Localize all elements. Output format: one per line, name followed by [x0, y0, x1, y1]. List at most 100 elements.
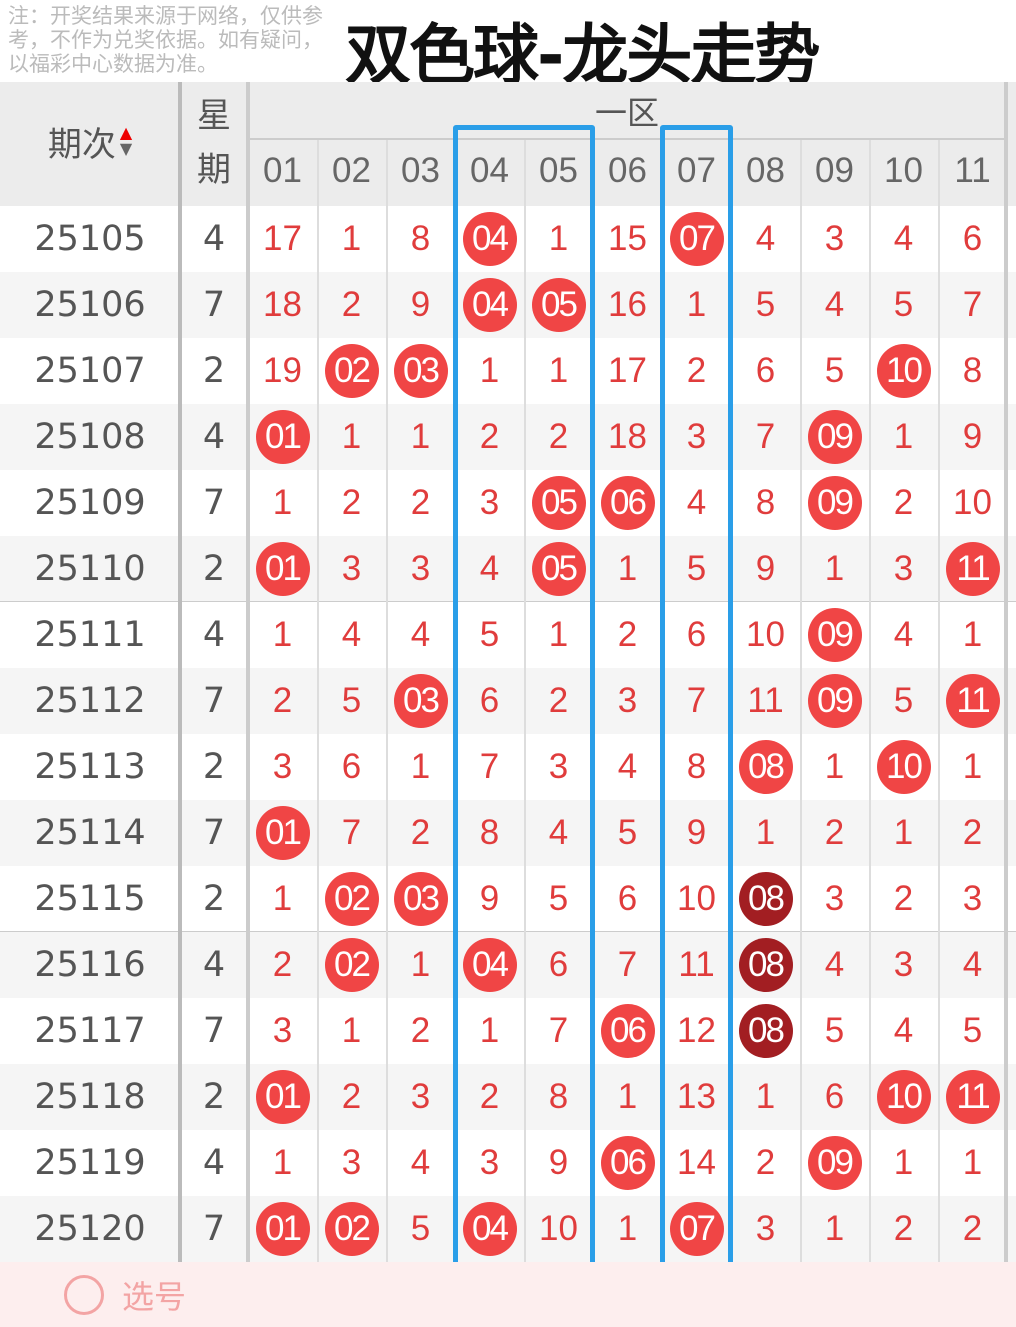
drawn-ball: 03 [393, 344, 448, 398]
number-cell: 10 [677, 879, 716, 918]
drawn-ball: 02 [324, 344, 379, 398]
number-cell: 10 [869, 1064, 938, 1130]
disclaimer-note: 注：开奖结果来源于网络，仅供参考，不作为兑奖依据。如有疑问，以福彩中心数据为准。 [8, 4, 323, 76]
header-number: 11 [954, 151, 991, 190]
drawn-ball: 04 [462, 938, 517, 992]
drawn-ball: 09 [807, 410, 862, 464]
number-cell: 05 [524, 272, 593, 338]
header-number: 03 [401, 151, 440, 190]
page-title: 双色球-龙头走势 [345, 17, 820, 94]
number-cell: 1 [410, 945, 431, 984]
number-cell: 3 [824, 879, 845, 918]
table-row [0, 734, 1016, 800]
table-row [0, 1064, 1016, 1130]
number-cell: 11 [938, 536, 1007, 602]
number-cell: 2 [341, 483, 362, 522]
header-period[interactable]: 期次 ▲ ▼ [47, 123, 133, 165]
column-divider [1004, 82, 1008, 1327]
number-cell: 3 [479, 1143, 500, 1182]
number-cell: 5 [755, 285, 776, 324]
number-cell: 1 [824, 1209, 845, 1248]
period-cell: 25108 [34, 417, 146, 457]
drawn-ball: 05 [531, 476, 586, 530]
drawn-ball: 02 [324, 938, 379, 992]
number-cell: 3 [341, 1143, 362, 1182]
week-cell: 4 [202, 417, 226, 457]
number-cell: 3 [962, 879, 983, 918]
number-cell: 8 [755, 483, 776, 522]
number-cell: 02 [317, 932, 386, 998]
number-cell: 18 [263, 285, 302, 324]
number-cell: 07 [662, 206, 731, 272]
number-cell: 4 [410, 615, 431, 654]
number-cell: 3 [272, 1011, 293, 1050]
drawn-ball: 11 [945, 542, 1000, 596]
number-cell: 09 [800, 1130, 869, 1196]
number-cell: 02 [317, 338, 386, 404]
drawn-ball: 02 [324, 1202, 379, 1256]
week-cell: 4 [202, 945, 226, 985]
number-cell: 3 [410, 549, 431, 588]
week-cell: 2 [202, 747, 226, 787]
drawn-ball: 06 [600, 1004, 655, 1058]
number-cell: 09 [800, 602, 869, 668]
number-cell: 1 [410, 747, 431, 786]
number-cell: 12 [677, 1011, 716, 1050]
number-cell: 7 [341, 813, 362, 852]
number-cell: 1 [962, 615, 983, 654]
number-cell: 06 [593, 1130, 662, 1196]
sort-icon[interactable]: ▲ ▼ [119, 123, 133, 158]
highlight-box [660, 125, 733, 1327]
drawn-ball: 09 [807, 674, 862, 728]
number-cell: 5 [893, 285, 914, 324]
number-cell: 09 [800, 470, 869, 536]
table-row [0, 800, 1016, 866]
drawn-ball: 01 [255, 1202, 310, 1256]
number-cell: 8 [686, 747, 707, 786]
number-cell: 1 [272, 879, 293, 918]
number-cell: 10 [953, 483, 992, 522]
select-toggle[interactable]: 选号 [55, 1262, 195, 1327]
header-number: 09 [815, 151, 854, 190]
number-cell: 1 [548, 219, 569, 258]
drawn-ball: 01 [255, 410, 310, 464]
number-cell: 5 [824, 351, 845, 390]
number-cell: 17 [263, 219, 302, 258]
drawn-ball: 07 [669, 1202, 724, 1256]
number-cell: 6 [617, 879, 638, 918]
column-divider [317, 140, 319, 1327]
number-cell: 1 [410, 417, 431, 456]
number-cell: 1 [341, 219, 362, 258]
number-cell: 08 [731, 932, 800, 998]
drawn-ball: 11 [945, 1070, 1000, 1124]
drawn-ball: 08 [738, 872, 793, 926]
number-cell: 2 [893, 1209, 914, 1248]
number-cell: 2 [893, 879, 914, 918]
drawn-ball: 03 [393, 872, 448, 926]
number-cell: 5 [410, 1209, 431, 1248]
number-cell: 4 [824, 285, 845, 324]
number-cell: 11 [747, 681, 784, 720]
number-cell: 2 [824, 813, 845, 852]
number-cell: 3 [893, 945, 914, 984]
number-cell: 5 [479, 615, 500, 654]
number-cell: 1 [824, 549, 845, 588]
number-cell: 2 [410, 1011, 431, 1050]
number-cell: 01 [248, 1064, 317, 1130]
number-cell: 1 [617, 1209, 638, 1248]
number-cell: 01 [248, 1196, 317, 1262]
number-cell: 1 [272, 483, 293, 522]
number-cell: 5 [341, 681, 362, 720]
number-cell: 1 [755, 813, 776, 852]
drawn-ball: 06 [600, 476, 655, 530]
number-cell: 2 [479, 417, 500, 456]
number-cell: 3 [341, 549, 362, 588]
number-cell: 11 [938, 668, 1007, 734]
number-cell: 07 [662, 1196, 731, 1262]
number-cell: 03 [386, 338, 455, 404]
week-cell: 2 [202, 351, 226, 391]
number-cell: 01 [248, 404, 317, 470]
radio-circle-icon[interactable] [63, 1274, 104, 1315]
number-cell: 4 [617, 747, 638, 786]
drawn-ball: 05 [531, 542, 586, 596]
